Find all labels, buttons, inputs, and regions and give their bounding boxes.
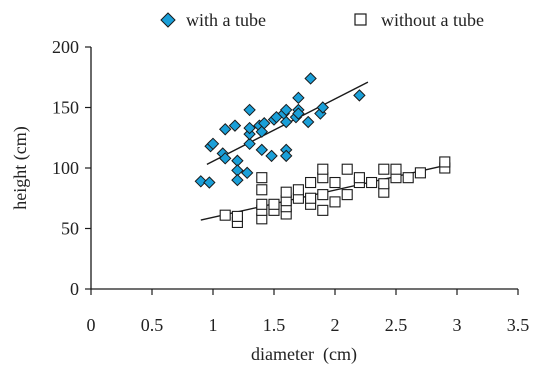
x-tick-label: 2: [331, 315, 340, 335]
point-without-tube: [292, 184, 304, 196]
y-tick-label: 50: [61, 219, 79, 239]
x-tick-label: 3: [453, 315, 462, 335]
point-without-tube: [329, 176, 341, 189]
y-tick-label: 100: [52, 158, 79, 178]
point-without-tube: [256, 172, 268, 184]
x-tick-label: 0.5: [141, 315, 164, 335]
point-without-tube: [341, 189, 353, 201]
point-with-tube: [255, 143, 269, 157]
y-tick-label: 200: [52, 37, 79, 57]
point-with-tube: [279, 115, 293, 129]
x-tick-label: 3.5: [507, 315, 530, 335]
point-with-tube: [292, 107, 305, 120]
point-with-tube: [243, 103, 256, 117]
legend-marker-square: [354, 13, 367, 26]
point-with-tube: [206, 137, 220, 151]
point-with-tube: [279, 103, 293, 117]
point-without-tube: [378, 163, 390, 175]
legend: with a tube without a tube: [160, 10, 484, 30]
point-without-tube: [317, 204, 329, 216]
point-without-tube: [317, 163, 329, 175]
x-ticks: 0 0.5 1 1.5 2 2.5 3 3.5: [87, 289, 530, 335]
point-without-tube: [329, 196, 341, 208]
point-without-tube: [390, 163, 402, 175]
point-with-tube: [265, 149, 278, 163]
point-without-tube: [231, 210, 243, 222]
point-with-tube: [240, 166, 254, 180]
x-tick-label: 2.5: [385, 315, 408, 335]
axes: [90, 47, 518, 290]
point-without-tube: [378, 178, 390, 190]
point-with-tube: [301, 115, 315, 129]
legend-label-without-tube: without a tube: [381, 10, 484, 30]
point-with-tube: [228, 119, 242, 132]
y-tick-label: 150: [52, 98, 79, 118]
y-tick-label: 0: [70, 279, 79, 299]
x-tick-label: 1.5: [263, 315, 286, 335]
point-without-tube: [439, 156, 451, 168]
point-with-tube: [218, 123, 232, 136]
point-with-tube: [231, 173, 244, 187]
point-with-tube: [243, 137, 256, 151]
x-tick-label: 0: [87, 315, 96, 335]
point-without-tube: [414, 167, 426, 179]
point-with-tube: [258, 117, 271, 130]
point-with-tube: [194, 175, 208, 188]
point-with-tube: [279, 149, 293, 163]
point-with-tube: [304, 72, 317, 85]
point-without-tube: [402, 172, 414, 184]
point-without-tube: [305, 176, 317, 189]
point-without-tube: [353, 172, 365, 184]
point-with-tube: [218, 152, 232, 165]
legend-item-without-tube: without a tube: [354, 10, 484, 30]
x-axis-label: diameter (cm): [251, 344, 357, 365]
point-without-tube: [366, 176, 378, 189]
point-without-tube: [268, 198, 280, 210]
y-ticks: 0 50 100 150 200: [52, 37, 91, 299]
data-points: [194, 72, 451, 228]
x-tick-label: 1: [209, 315, 218, 335]
point-with-tube: [203, 176, 216, 189]
point-with-tube: [292, 91, 305, 105]
point-without-tube: [280, 186, 292, 198]
point-with-tube: [353, 89, 366, 102]
point-without-tube: [341, 163, 353, 175]
point-without-tube: [219, 209, 231, 221]
y-axis-label: height (cm): [10, 126, 31, 209]
point-with-tube: [243, 121, 256, 135]
point-without-tube: [317, 189, 329, 201]
point-without-tube: [305, 192, 317, 204]
legend-item-with-tube: with a tube: [160, 10, 266, 30]
legend-label-with-tube: with a tube: [186, 10, 266, 30]
legend-marker-diamond: [160, 12, 176, 28]
point-without-tube: [256, 198, 268, 210]
point-with-tube: [316, 101, 330, 114]
point-without-tube: [256, 184, 268, 196]
